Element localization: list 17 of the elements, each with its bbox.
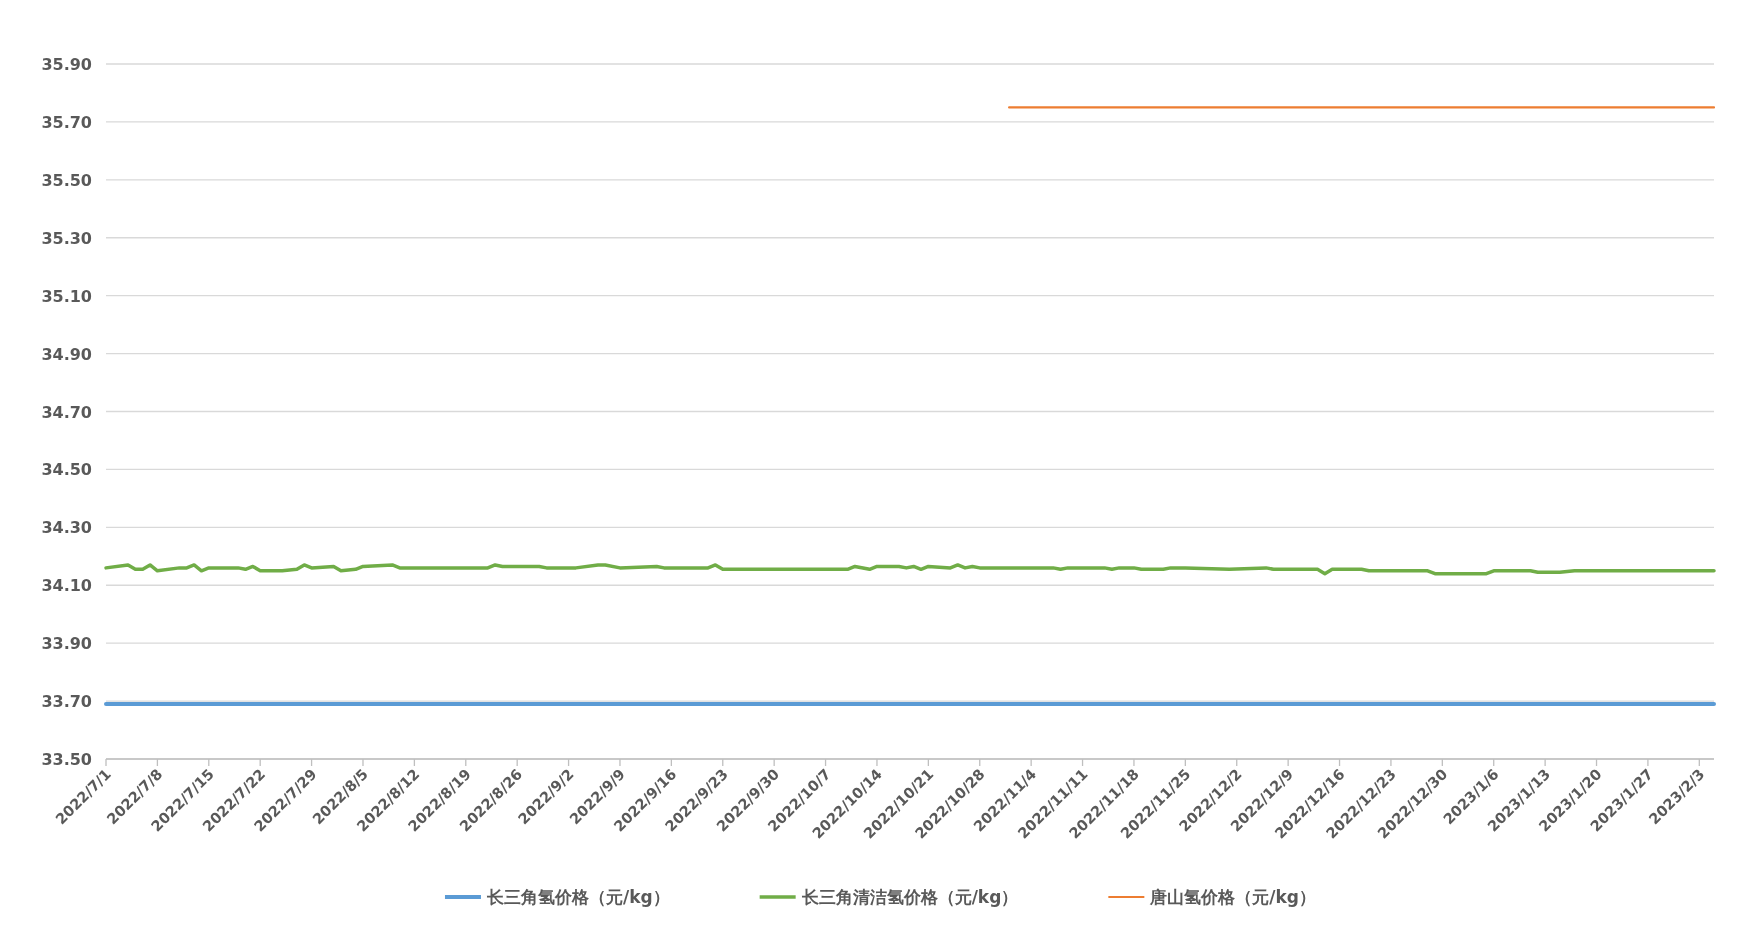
y-tick-label: 35.90 — [41, 55, 92, 74]
y-tick-label: 35.50 — [41, 170, 92, 190]
y-tick-label: 33.70 — [41, 692, 92, 712]
line-series — [104, 563, 1716, 576]
y-tick-label: 34.90 — [41, 344, 92, 364]
legend-label: 唐山氢价格（元/kg） — [1149, 887, 1317, 907]
y-tick-label: 34.50 — [41, 460, 92, 480]
y-tick-label: 34.30 — [41, 518, 92, 538]
y-tick-label: 33.90 — [41, 634, 92, 654]
legend-label: 长三角清洁氢价格（元/kg） — [800, 887, 1019, 907]
legend-label: 长三角氢价格（元/kg） — [485, 887, 670, 907]
y-tick-label: 33.50 — [41, 750, 92, 769]
y-tick-label: 35.30 — [41, 228, 92, 248]
y-tick-label: 35.70 — [41, 112, 92, 132]
y-tick-label: 34.10 — [41, 576, 92, 596]
y-tick-label: 35.10 — [41, 286, 92, 306]
y-tick-label: 34.70 — [41, 402, 92, 422]
